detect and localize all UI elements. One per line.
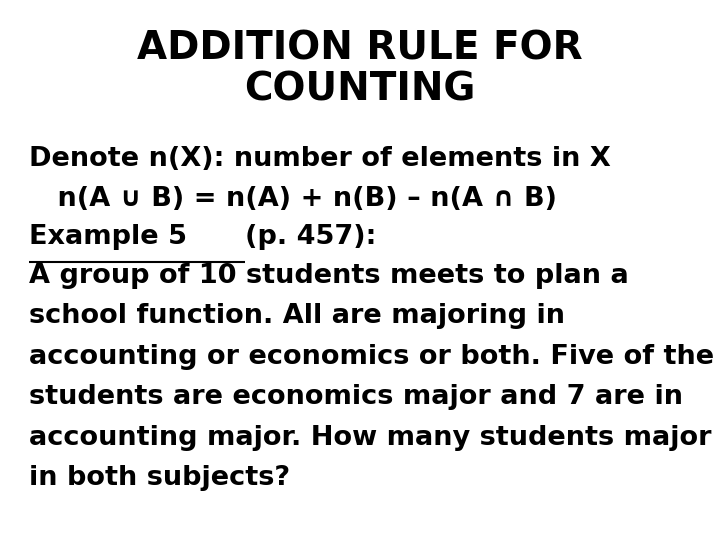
Text: students are economics major and 7 are in: students are economics major and 7 are i… (29, 384, 683, 410)
Text: ADDITION RULE FOR: ADDITION RULE FOR (138, 30, 582, 68)
Text: Denote n(X): number of elements in X: Denote n(X): number of elements in X (29, 146, 611, 172)
Text: Example 5: Example 5 (29, 224, 197, 250)
Text: in both subjects?: in both subjects? (29, 465, 290, 491)
Text: school function. All are majoring in: school function. All are majoring in (29, 303, 564, 329)
Text: A group of 10 students meets to plan a: A group of 10 students meets to plan a (29, 263, 629, 289)
Text: n(A ∪ B) = n(A) + n(B) – n(A ∩ B): n(A ∪ B) = n(A) + n(B) – n(A ∩ B) (29, 186, 557, 212)
Text: accounting or economics or both. Five of the: accounting or economics or both. Five of… (29, 344, 714, 370)
Text: (p. 457):: (p. 457): (245, 224, 377, 250)
Text: accounting major. How many students major: accounting major. How many students majo… (29, 425, 711, 451)
Text: COUNTING: COUNTING (244, 70, 476, 108)
